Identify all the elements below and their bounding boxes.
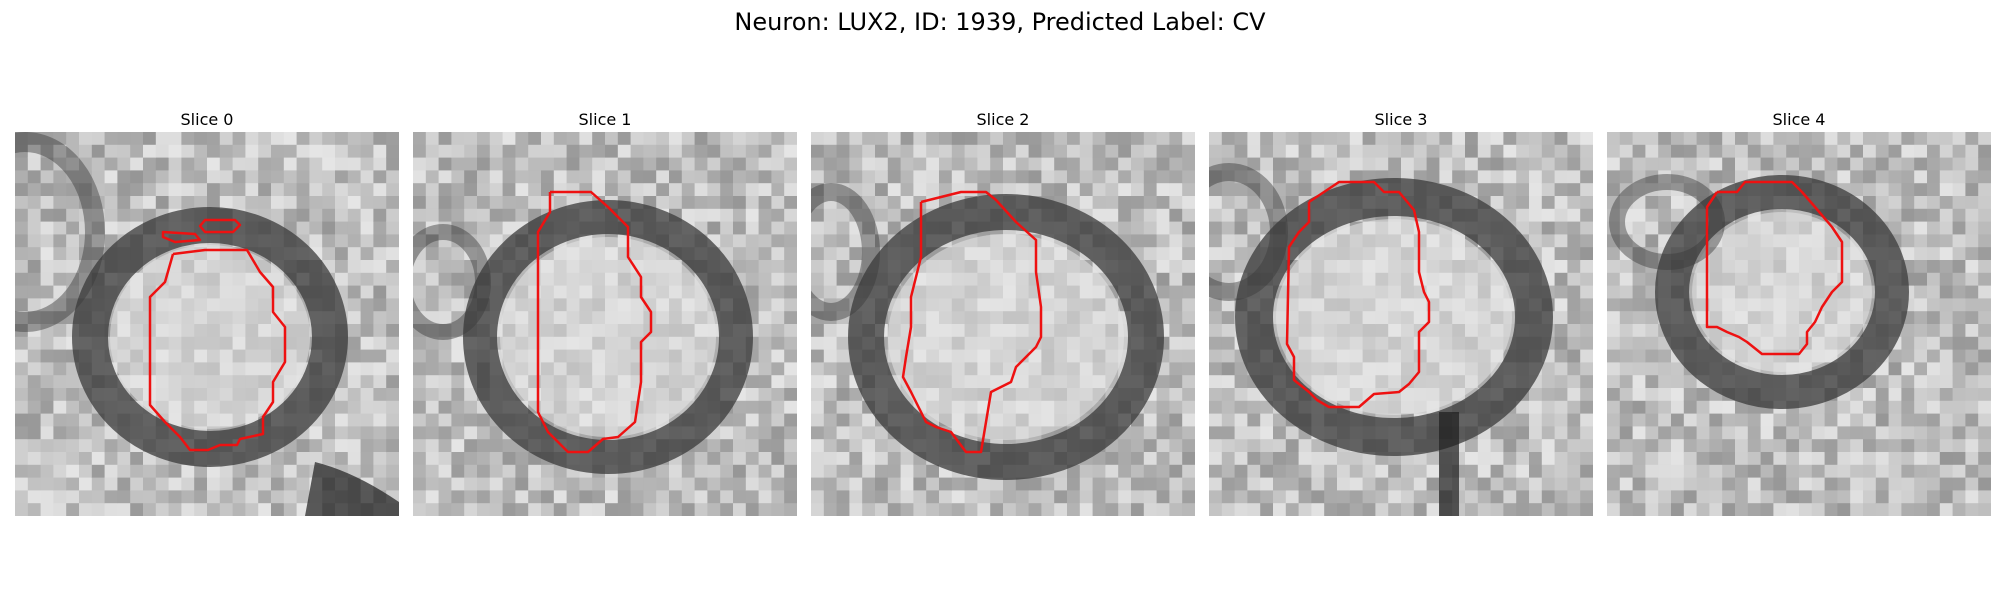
- slice-title: Slice 4: [1772, 110, 1826, 129]
- slice-title: Slice 2: [976, 110, 1030, 129]
- slice-title: Slice 0: [180, 110, 234, 129]
- slice-panel-2: Slice 2: [811, 108, 1195, 516]
- microscopy-image: [1209, 132, 1593, 516]
- microscopy-image: [811, 132, 1195, 516]
- microscopy-image: [413, 132, 797, 516]
- slice-panel-1: Slice 1: [413, 108, 797, 516]
- slice-panel-3: Slice 3: [1209, 108, 1593, 516]
- slice-panel-0: Slice 0: [15, 108, 399, 516]
- figure-title: Neuron: LUX2, ID: 1939, Predicted Label:…: [734, 8, 1266, 36]
- slice-panel-4: Slice 4: [1607, 108, 1991, 516]
- microscopy-image: [15, 132, 399, 516]
- slice-title: Slice 1: [578, 110, 632, 129]
- microscopy-image: [1607, 132, 1991, 516]
- slice-title: Slice 3: [1374, 110, 1428, 129]
